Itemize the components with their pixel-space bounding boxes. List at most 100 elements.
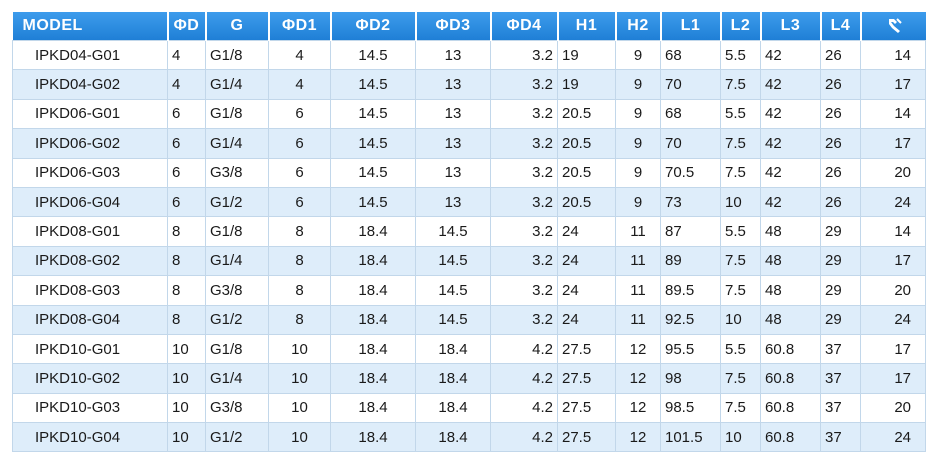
value-cell: 18.4 bbox=[330, 392, 416, 424]
value-cell: 14.5 bbox=[330, 128, 416, 159]
value-cell: 3.2 bbox=[490, 275, 558, 306]
value-cell: 20 bbox=[860, 157, 926, 188]
value-cell: 7.5 bbox=[720, 363, 761, 394]
model-cell: IPKD08-G03 bbox=[12, 275, 168, 306]
value-cell: 24 bbox=[557, 216, 616, 247]
value-cell: 3.2 bbox=[490, 216, 558, 247]
value-cell: 9 bbox=[615, 39, 661, 71]
value-cell: 18.4 bbox=[415, 422, 491, 453]
header-cell: G bbox=[204, 12, 269, 41]
value-cell: 3.2 bbox=[490, 245, 558, 277]
value-cell: 12 bbox=[615, 363, 661, 394]
value-cell: 12 bbox=[615, 392, 661, 424]
model-cell: IPKD06-G02 bbox=[12, 128, 168, 159]
value-cell: 26 bbox=[820, 157, 861, 188]
value-cell: 9 bbox=[615, 98, 661, 130]
value-cell: 14 bbox=[860, 216, 926, 247]
value-cell: 27.5 bbox=[557, 422, 616, 453]
value-cell: 10 bbox=[268, 392, 331, 424]
value-cell: 14.5 bbox=[415, 216, 491, 247]
value-cell: 24 bbox=[860, 304, 926, 335]
value-cell: 89 bbox=[660, 245, 721, 277]
value-cell: G1/8 bbox=[205, 216, 269, 247]
value-cell: 26 bbox=[820, 128, 861, 159]
model-cell: IPKD08-G02 bbox=[12, 245, 168, 277]
value-cell: 13 bbox=[415, 128, 491, 159]
model-cell: IPKD10-G04 bbox=[12, 422, 168, 453]
value-cell: 3.2 bbox=[490, 69, 558, 100]
value-cell: 10 bbox=[167, 333, 206, 365]
value-cell: 27.5 bbox=[557, 392, 616, 424]
table-row: IPKD08-G03 8 G3/8 8 18.4 14.5 3.2 24 11 89.5 7.5 48… bbox=[12, 275, 926, 306]
value-cell: G3/8 bbox=[205, 275, 269, 306]
value-cell: G1/4 bbox=[205, 363, 269, 394]
value-cell: 20 bbox=[860, 275, 926, 306]
value-cell: 6 bbox=[268, 98, 331, 130]
table-row: IPKD08-G02 8 G1/4 8 18.4 14.5 3.2 24 11 89 7.5 48 29… bbox=[12, 245, 926, 277]
value-cell: 5.5 bbox=[720, 98, 761, 130]
torque-icon bbox=[888, 18, 902, 33]
model-cell: IPKD04-G01 bbox=[12, 39, 168, 71]
table-row: IPKD10-G02 10 G1/4 10 18.4 18.4 4.2 27.5 12 98 7.5… bbox=[12, 363, 926, 394]
value-cell: 11 bbox=[615, 216, 661, 247]
value-cell: 24 bbox=[557, 304, 616, 335]
value-cell: 14.5 bbox=[415, 245, 491, 277]
value-cell: 17 bbox=[860, 245, 926, 277]
header-cell: MODEL bbox=[12, 12, 168, 41]
value-cell: 14 bbox=[860, 39, 926, 71]
value-cell: 7.5 bbox=[720, 392, 761, 424]
value-cell: 14.5 bbox=[330, 157, 416, 188]
value-cell: 18.4 bbox=[415, 333, 491, 365]
value-cell: 101.5 bbox=[660, 422, 721, 453]
value-cell: 95.5 bbox=[660, 333, 721, 365]
value-cell: 42 bbox=[760, 128, 821, 159]
value-cell: 10 bbox=[167, 392, 206, 424]
value-cell: 29 bbox=[820, 216, 861, 247]
value-cell: 5.5 bbox=[720, 333, 761, 365]
value-cell: 8 bbox=[167, 304, 206, 335]
value-cell: 20 bbox=[860, 392, 926, 424]
value-cell: 7.5 bbox=[720, 157, 761, 188]
value-cell: 7.5 bbox=[720, 69, 761, 100]
torque-icon-cell bbox=[859, 12, 926, 41]
model-cell: IPKD08-G01 bbox=[12, 216, 168, 247]
value-cell: G1/8 bbox=[205, 98, 269, 130]
header-cell: ΦD3 bbox=[414, 12, 491, 41]
value-cell: 73 bbox=[660, 186, 721, 218]
model-cell: IPKD06-G03 bbox=[12, 157, 168, 188]
value-cell: 37 bbox=[820, 333, 861, 365]
value-cell: 9 bbox=[615, 69, 661, 100]
value-cell: 98 bbox=[660, 363, 721, 394]
value-cell: 17 bbox=[860, 363, 926, 394]
value-cell: 4.2 bbox=[490, 333, 558, 365]
value-cell: 8 bbox=[268, 245, 331, 277]
value-cell: 14.5 bbox=[330, 39, 416, 71]
header-cell: ΦD1 bbox=[267, 12, 331, 41]
value-cell: 6 bbox=[167, 186, 206, 218]
value-cell: G1/4 bbox=[205, 128, 269, 159]
value-cell: 48 bbox=[760, 245, 821, 277]
value-cell: 68 bbox=[660, 39, 721, 71]
value-cell: 19 bbox=[557, 39, 616, 71]
value-cell: 6 bbox=[167, 98, 206, 130]
value-cell: 60.8 bbox=[760, 333, 821, 365]
value-cell: 42 bbox=[760, 98, 821, 130]
value-cell: 17 bbox=[860, 128, 926, 159]
value-cell: 60.8 bbox=[760, 363, 821, 394]
value-cell: 4 bbox=[268, 39, 331, 71]
value-cell: 12 bbox=[615, 333, 661, 365]
value-cell: 17 bbox=[860, 69, 926, 100]
value-cell: 89.5 bbox=[660, 275, 721, 306]
value-cell: 10 bbox=[720, 186, 761, 218]
value-cell: 48 bbox=[760, 275, 821, 306]
value-cell: 26 bbox=[820, 186, 861, 218]
value-cell: G1/8 bbox=[205, 39, 269, 71]
table-row: IPKD08-G04 8 G1/2 8 18.4 14.5 3.2 24 11 92.5 10 48 2… bbox=[12, 304, 926, 335]
value-cell: 37 bbox=[820, 363, 861, 394]
value-cell: 48 bbox=[760, 304, 821, 335]
value-cell: 18.4 bbox=[330, 422, 416, 453]
value-cell: 24 bbox=[860, 422, 926, 453]
value-cell: 10 bbox=[167, 363, 206, 394]
value-cell: 27.5 bbox=[557, 363, 616, 394]
value-cell: 3.2 bbox=[490, 186, 558, 218]
